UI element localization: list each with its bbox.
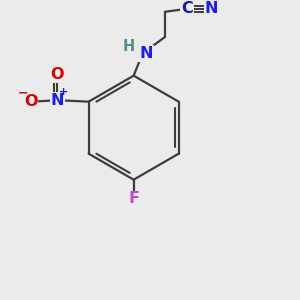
Text: O: O (24, 94, 38, 109)
Text: O: O (51, 68, 64, 82)
Text: C: C (181, 1, 193, 16)
Text: N: N (205, 1, 218, 16)
Text: F: F (128, 191, 139, 206)
Text: +: + (59, 87, 69, 97)
Text: N: N (51, 93, 64, 108)
Text: N: N (140, 46, 153, 61)
Text: −: − (17, 87, 28, 100)
Text: H: H (122, 39, 134, 54)
